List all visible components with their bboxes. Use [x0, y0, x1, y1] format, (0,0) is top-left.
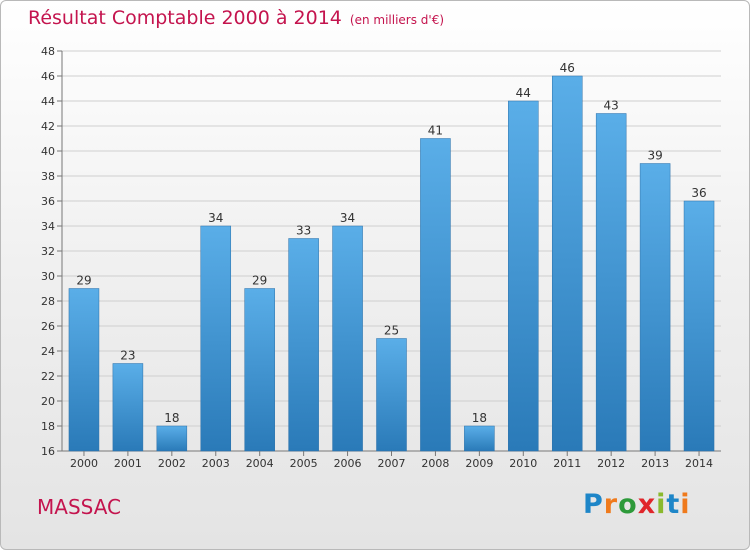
y-tick-label: 36: [41, 195, 55, 208]
y-tick-label: 46: [41, 70, 55, 83]
y-tick-label: 32: [41, 245, 55, 258]
bar-value-label: 29: [76, 274, 91, 288]
x-tick-label: 2014: [685, 457, 713, 470]
bar-value-label: 18: [164, 411, 179, 425]
bar: [288, 238, 319, 452]
bar-value-label: 44: [516, 86, 531, 100]
bar: [244, 288, 275, 452]
bar: [420, 138, 451, 452]
bar: [683, 200, 715, 452]
logo-letter: t: [666, 489, 681, 520]
x-tick-label: 2004: [246, 457, 274, 470]
bar: [376, 338, 407, 452]
bar: [551, 75, 583, 452]
y-tick-label: 22: [41, 370, 55, 383]
logo-letter: i: [656, 489, 667, 520]
chart-title-text: Résultat Comptable 2000 à 2014: [28, 7, 342, 29]
x-tick-label: 2011: [553, 457, 581, 470]
y-tick-label: 30: [41, 270, 55, 283]
y-tick-label: 44: [41, 95, 55, 108]
y-tick-label: 38: [41, 170, 55, 183]
bar: [595, 113, 627, 452]
bar-value-label: 36: [691, 186, 706, 200]
bar-value-label: 39: [647, 149, 662, 163]
bar: [639, 163, 671, 452]
logo-letter: r: [603, 489, 619, 520]
bar-value-label: 33: [296, 224, 311, 238]
bar: [464, 425, 495, 452]
x-tick-label: 2000: [70, 457, 98, 470]
bar: [332, 225, 363, 452]
y-tick-label: 18: [41, 420, 55, 433]
y-tick-label: 34: [41, 220, 55, 233]
x-tick-label: 2001: [114, 457, 142, 470]
bar-value-label: 34: [340, 211, 355, 225]
bar-value-label: 23: [120, 349, 135, 363]
logo-letter: i: [680, 489, 691, 520]
bar: [508, 100, 539, 452]
bar-value-label: 43: [604, 99, 619, 113]
chart-unit: (en milliers d'€): [349, 13, 445, 27]
x-tick-label: 2009: [465, 457, 493, 470]
chart-title: Résultat Comptable 2000 à 2014 (en millie…: [28, 7, 444, 29]
bar: [112, 363, 144, 452]
x-tick-label: 2005: [290, 457, 318, 470]
proxiti-logo: Proxiti: [583, 489, 691, 520]
bar-value-label: 29: [252, 274, 267, 288]
y-tick-label: 48: [41, 45, 55, 58]
y-tick-label: 16: [41, 445, 55, 458]
logo-letter: P: [583, 489, 604, 520]
x-tick-label: 2007: [378, 457, 406, 470]
y-tick-label: 26: [41, 320, 55, 333]
logo-letter: o: [618, 489, 638, 520]
x-tick-label: 2010: [509, 457, 537, 470]
bar-value-label: 18: [472, 411, 487, 425]
x-tick-label: 2006: [334, 457, 362, 470]
x-tick-label: 2013: [641, 457, 669, 470]
y-tick-label: 24: [41, 345, 55, 358]
bar: [156, 425, 188, 452]
bar-value-label: 34: [208, 211, 223, 225]
x-tick-label: 2002: [158, 457, 186, 470]
y-tick-label: 28: [41, 295, 55, 308]
y-tick-label: 42: [41, 120, 55, 133]
y-tick-label: 40: [41, 145, 55, 158]
bar-value-label: 41: [428, 124, 443, 138]
logo-letter: x: [637, 489, 657, 520]
x-tick-label: 2008: [421, 457, 449, 470]
x-tick-label: 2003: [202, 457, 230, 470]
x-tick-label: 2012: [597, 457, 625, 470]
bar: [200, 225, 232, 452]
bar: [68, 288, 100, 452]
bar-value-label: 46: [560, 61, 575, 75]
bar-value-label: 25: [384, 324, 399, 338]
commune-name: MASSAC: [37, 495, 121, 519]
y-tick-label: 20: [41, 395, 55, 408]
